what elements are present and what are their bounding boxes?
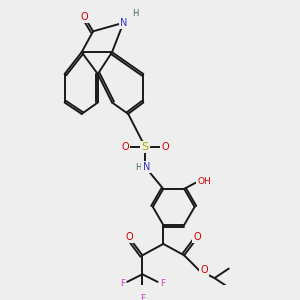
Text: S: S: [142, 142, 149, 152]
Text: O: O: [125, 232, 133, 242]
Text: O: O: [161, 142, 169, 152]
Text: OH: OH: [197, 177, 211, 186]
Text: H: H: [135, 163, 142, 172]
Text: F: F: [160, 279, 165, 288]
Text: F: F: [140, 293, 145, 300]
Text: N: N: [120, 18, 127, 28]
Text: F: F: [120, 279, 125, 288]
Text: H: H: [133, 9, 139, 18]
Text: O: O: [194, 232, 201, 242]
Text: O: O: [122, 142, 129, 152]
Text: N: N: [142, 162, 150, 172]
Text: O: O: [81, 12, 88, 22]
Text: O: O: [200, 266, 208, 275]
